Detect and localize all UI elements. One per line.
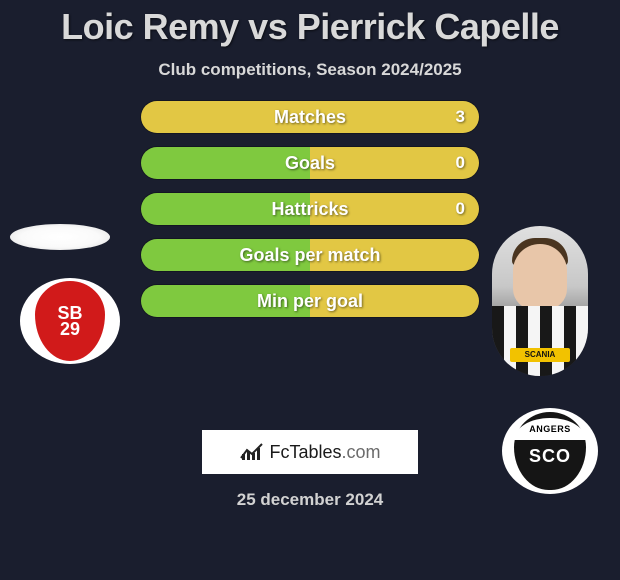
subtitle: Club competitions, Season 2024/2025 — [158, 60, 461, 80]
stat-row: Hattricks 0 — [140, 192, 480, 226]
player-left-placeholder — [10, 224, 110, 250]
stat-label: Min per goal — [257, 291, 363, 312]
badge-brand: FcTables — [269, 442, 341, 462]
stat-row: Goals 0 — [140, 146, 480, 180]
source-badge: FcTables.com — [202, 430, 418, 474]
right-crest-main: SCO — [514, 446, 586, 467]
stat-row: Min per goal — [140, 284, 480, 318]
stat-row: Goals per match — [140, 238, 480, 272]
stat-label: Goals per match — [239, 245, 380, 266]
date-label: 25 december 2024 — [237, 490, 384, 510]
stat-value-right: 3 — [456, 107, 465, 127]
chart-icon — [239, 442, 265, 462]
page-title: Loic Remy vs Pierrick Capelle — [61, 6, 559, 48]
stats-area: SB 29 SCANIA ANGERS SCO Matches3Goals0Ha… — [0, 100, 620, 380]
left-club-crest: SB 29 — [20, 278, 120, 364]
right-crest-top: ANGERS — [514, 418, 586, 440]
stat-row: Matches 3 — [140, 100, 480, 134]
left-crest-line2: 29 — [60, 319, 80, 339]
stat-value-right: 0 — [456, 199, 465, 219]
stat-value-right: 0 — [456, 153, 465, 173]
stat-label: Goals — [285, 153, 335, 174]
player-right-photo: SCANIA — [492, 226, 588, 376]
badge-domain: .com — [342, 442, 381, 462]
right-club-crest: ANGERS SCO — [502, 408, 598, 494]
source-badge-text: FcTables.com — [269, 442, 380, 463]
player-sponsor-label: SCANIA — [510, 348, 570, 362]
stat-label: Matches — [274, 107, 346, 128]
stat-label: Hattricks — [271, 199, 348, 220]
